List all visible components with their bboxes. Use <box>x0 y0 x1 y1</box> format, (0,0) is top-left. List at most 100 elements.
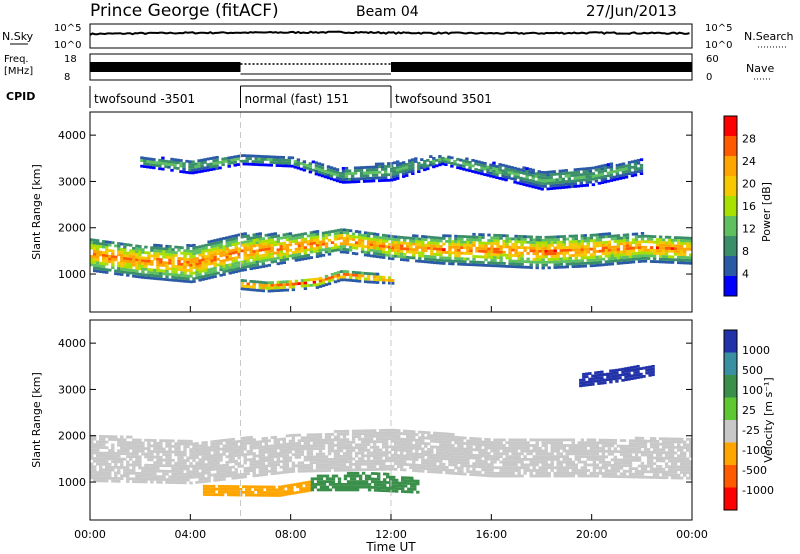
heatmap-cell <box>123 270 127 274</box>
heatmap-cell <box>372 243 377 247</box>
heatmap-cell <box>155 164 159 167</box>
colorbar-tick-label: 4 <box>742 268 749 281</box>
heatmap-cell <box>621 162 626 166</box>
heatmap-cell <box>472 437 476 440</box>
heatmap-cell <box>652 251 657 255</box>
heatmap-cell <box>297 450 302 454</box>
heatmap-cell <box>273 260 277 263</box>
heatmap-cell <box>403 432 407 436</box>
heatmap-cell <box>585 181 589 184</box>
heatmap-cell <box>123 452 127 455</box>
heatmap-cell <box>409 242 413 246</box>
heatmap-cell <box>438 163 442 167</box>
heatmap-cell <box>344 180 349 184</box>
heatmap-cell <box>529 449 533 453</box>
heatmap-cell <box>282 448 286 452</box>
heatmap-cell <box>655 243 660 247</box>
heatmap-cell <box>601 252 606 256</box>
heatmap-cell <box>525 172 529 176</box>
heatmap-cell <box>315 230 320 233</box>
heatmap-cell <box>177 459 181 462</box>
heatmap-cell <box>526 452 530 456</box>
heatmap-cell <box>412 237 416 240</box>
heatmap-cell <box>105 248 109 252</box>
heatmap-cell <box>267 258 271 262</box>
heatmap-cell <box>174 464 178 468</box>
heatmap-cell <box>261 462 265 465</box>
heatmap-cell <box>96 253 100 256</box>
heatmap-cell <box>264 442 268 446</box>
heatmap-cell <box>204 466 208 469</box>
heatmap-cell <box>144 452 148 456</box>
heatmap-cell <box>474 159 478 163</box>
heatmap-cell <box>324 231 329 234</box>
heatmap-cell <box>207 446 211 450</box>
heatmap-cell <box>242 159 246 163</box>
heatmap-cell <box>342 466 347 469</box>
heatmap-cell <box>204 477 208 480</box>
heatmap-cell <box>90 445 94 449</box>
heatmap-cell <box>415 433 419 436</box>
heatmap-cell <box>369 280 374 284</box>
heatmap-cell <box>347 172 352 176</box>
heatmap-cell <box>592 239 597 242</box>
heatmap-cell <box>342 231 347 235</box>
heatmap-cell <box>191 166 195 169</box>
heatmap-cell <box>514 438 518 442</box>
heatmap-cell <box>264 439 268 443</box>
heatmap-cell <box>333 280 338 284</box>
heatmap-cell <box>520 262 524 266</box>
heatmap-cell <box>275 164 279 167</box>
heatmap-cell <box>285 470 290 474</box>
heatmap-cell <box>246 436 250 439</box>
heatmap-cell <box>556 449 560 453</box>
heatmap-cell <box>264 286 268 290</box>
heatmap-cell <box>553 455 557 458</box>
heatmap-cell <box>192 448 196 451</box>
heatmap-cell <box>496 452 500 456</box>
heatmap-cell <box>96 471 100 474</box>
heatmap-cell <box>490 455 494 458</box>
heatmap-cell <box>180 478 184 482</box>
heatmap-cell <box>252 443 256 447</box>
heatmap-cell <box>484 255 488 259</box>
heatmap-cell <box>213 261 217 265</box>
heatmap-cell <box>167 163 171 166</box>
heatmap-cell <box>403 468 407 472</box>
heatmap-cell <box>448 251 452 254</box>
heatmap-cell <box>120 438 124 442</box>
heatmap-cell <box>324 250 329 254</box>
heatmap-cell <box>580 466 584 470</box>
heatmap-cell <box>348 446 353 450</box>
heatmap-cell <box>517 237 521 241</box>
heatmap-cell <box>460 458 464 462</box>
heatmap-cell <box>165 250 169 254</box>
heatmap-cell <box>436 470 440 474</box>
heatmap-cell <box>246 452 250 456</box>
heatmap-cell <box>159 469 163 473</box>
heatmap-cell <box>592 250 597 254</box>
heatmap-cell <box>233 161 237 164</box>
heatmap-cell <box>531 182 535 186</box>
heatmap-cell <box>570 185 574 188</box>
heatmap-cell <box>111 249 115 253</box>
heatmap-cell <box>564 183 568 186</box>
heatmap-cell <box>469 260 473 264</box>
heatmap-cell <box>327 435 332 439</box>
heatmap-cell <box>105 262 109 266</box>
heatmap-cell <box>556 240 560 244</box>
heatmap-cell <box>210 245 214 249</box>
heatmap-cell <box>246 265 250 268</box>
heatmap-cell <box>126 480 130 483</box>
heatmap-cell <box>577 455 581 458</box>
heatmap-cell <box>288 248 293 252</box>
heatmap-cell <box>403 454 407 458</box>
heatmap-cell <box>168 475 172 479</box>
heatmap-cell <box>579 184 583 188</box>
heatmap-cell <box>144 245 148 249</box>
heatmap-cell <box>391 243 395 247</box>
heatmap-cell <box>618 177 623 180</box>
heatmap-cell <box>397 246 401 250</box>
heatmap-cell <box>631 232 636 236</box>
heatmap-cell <box>315 235 320 239</box>
